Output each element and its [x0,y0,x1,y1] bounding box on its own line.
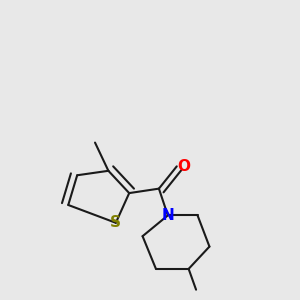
Text: O: O [178,159,191,174]
Text: S: S [110,215,121,230]
Text: N: N [161,208,174,223]
